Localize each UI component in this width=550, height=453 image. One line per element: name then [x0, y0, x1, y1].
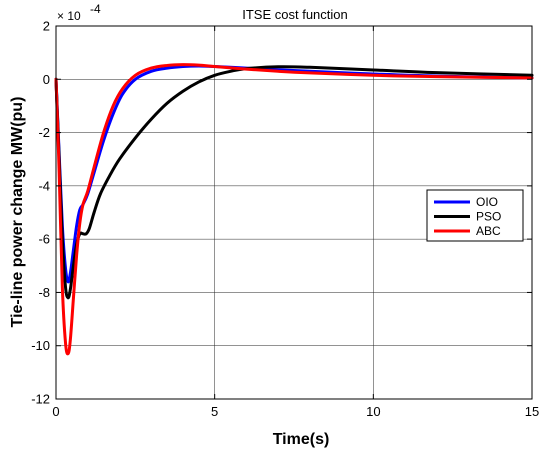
series-line-pso: [54, 65, 534, 300]
y-tick-label: -4: [38, 178, 50, 193]
y-axis-label: Tie-line power change MW(pu): [9, 97, 26, 328]
y-tick-label: -10: [31, 338, 50, 353]
chart-title: ITSE cost function: [242, 7, 348, 22]
legend-label-pso: PSO: [476, 210, 501, 224]
y-tick-label: 2: [43, 19, 50, 34]
y-tick-label: -8: [38, 285, 50, 300]
axis-ticks: 0 5 10 15 -12 -10 -8 -6 -4 -2 0 2: [31, 19, 539, 420]
y-multiplier: × 10: [57, 9, 81, 23]
legend-label-oio: OIO: [476, 195, 498, 209]
y-tick-label: -6: [38, 232, 50, 247]
series-lines: [54, 63, 534, 356]
series-line-oio: [54, 64, 534, 284]
x-tick-label: 0: [52, 404, 59, 419]
x-tick-label: 10: [366, 404, 380, 419]
x-tick-label: 5: [211, 404, 218, 419]
plot-frame: [55, 25, 533, 400]
y-multiplier-exponent: -4: [90, 2, 101, 16]
legend-label-abc: ABC: [476, 224, 501, 238]
y-tick-label: 0: [43, 72, 50, 87]
x-tick-label: 15: [525, 404, 539, 419]
series-line-abc: [54, 63, 534, 356]
y-tick-label: -12: [31, 392, 50, 407]
x-axis-label: Time(s): [273, 431, 330, 448]
y-tick-label: -2: [38, 125, 50, 140]
